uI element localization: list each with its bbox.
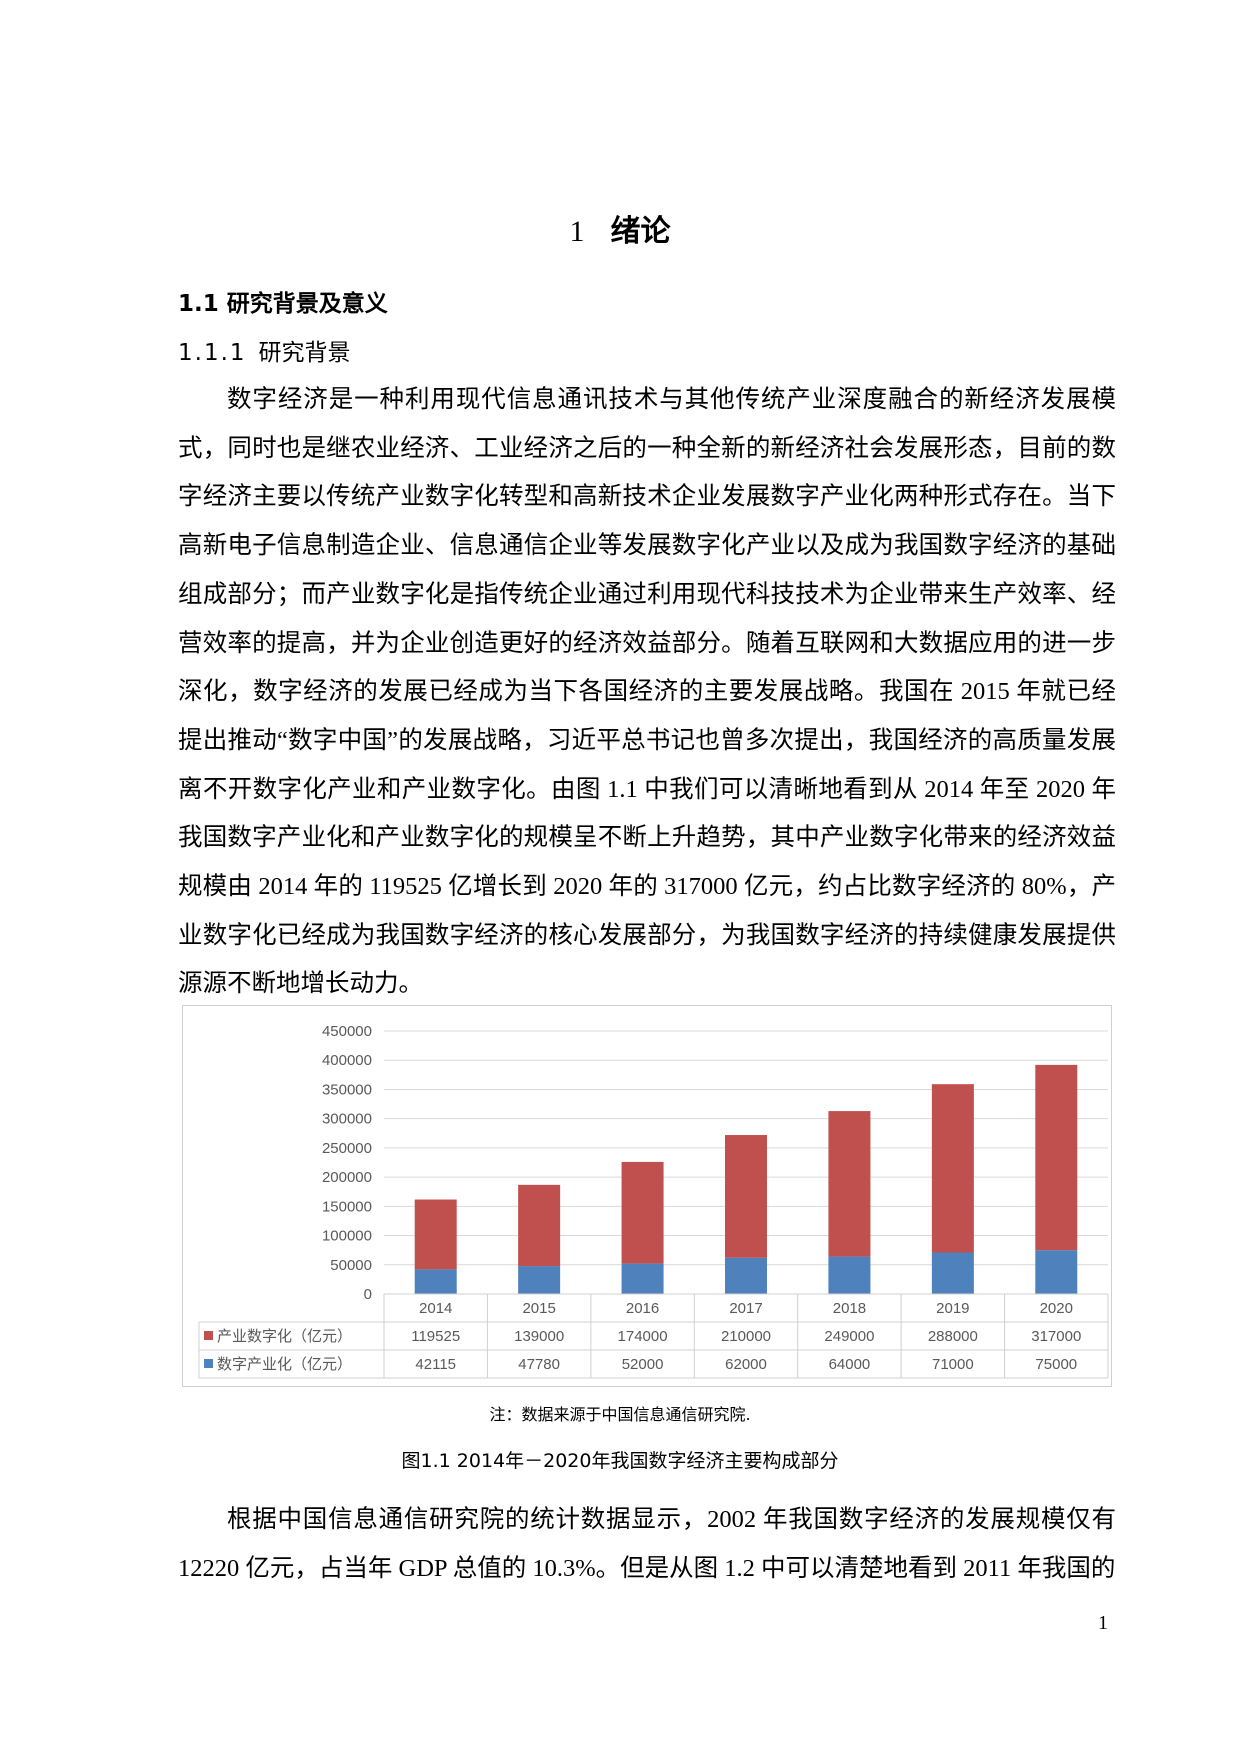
y-tick-label: 0 [364,1286,372,1303]
x-tick-label: 2015 [522,1300,555,1317]
y-tick-label: 300000 [322,1111,372,1128]
figure-note: 注：数据来源于中国信息通信研究院. [489,1405,751,1424]
legend-swatch [204,1359,213,1368]
chart-svg: 0 50000 100000 150000 200000 250000 300000 3500… [198,1023,1109,1379]
x-tick-label: 2016 [626,1300,659,1317]
legend-swatch [204,1331,213,1340]
chapter-title-text: 绪论 [610,214,671,249]
x-tick-label: 2020 [1040,1300,1073,1317]
bar-segment [1035,1064,1078,1251]
y-tick-label: 450000 [322,1023,372,1040]
data-label: 139000 [514,1328,564,1345]
data-label: 42115 [415,1356,456,1373]
y-tick-label: 200000 [322,1169,372,1186]
data-label: 119525 [411,1328,460,1345]
stacked-bar-chart: 0 50000 100000 150000 200000 250000 300000 3500… [182,1005,1112,1387]
bar-segment [621,1263,664,1294]
data-label: 71000 [932,1356,974,1373]
body-paragraph: 数字经济是一种利用现代信息通讯技术与其他传统产业深度融合的新经济发展模式，同时也… [178,386,1116,998]
data-label: 62000 [725,1356,767,1373]
chapter-title: 1 绪论 [0,206,1240,250]
data-label: 210000 [721,1328,771,1345]
bar-segment [725,1257,767,1294]
bar-segment [828,1111,871,1257]
chapter-number: 1 [569,215,585,248]
bar-segment [518,1266,561,1294]
y-tick-label: 250000 [322,1140,372,1157]
y-tick-label: 100000 [322,1228,372,1245]
x-tick-label: 2018 [833,1300,866,1317]
bar-segment [414,1199,457,1270]
legend-label: 产业数字化（亿元） [217,1327,352,1345]
data-label: 249000 [824,1328,874,1345]
section-heading: 1.1 研究背景及意义 [178,291,388,317]
data-label: 288000 [928,1328,978,1345]
y-tick-label: 400000 [322,1052,372,1069]
figure-caption: 图1.1 2014年－2020年我国数字经济主要构成部分 [401,1450,839,1472]
data-label: 317000 [1031,1328,1081,1345]
bar-segment [1035,1250,1078,1294]
data-label: 52000 [622,1356,664,1373]
x-tick-label: 2019 [936,1300,969,1317]
page-number: 1 [1098,1612,1108,1634]
bar-segment [931,1084,974,1253]
bar-segment [725,1135,767,1258]
bar-segment [518,1184,561,1267]
subsection-number: 1.1.1 [178,340,247,366]
x-tick-label: 2014 [419,1300,452,1317]
data-label: 64000 [829,1356,871,1373]
y-tick-label: 150000 [322,1198,372,1215]
data-label: 47780 [518,1356,560,1373]
y-tick-label: 50000 [330,1257,372,1274]
data-label: 75000 [1035,1356,1077,1373]
x-tick-label: 2017 [729,1300,762,1317]
bar-segment [414,1269,457,1294]
bar-segment [828,1256,871,1294]
y-tick-label: 350000 [322,1081,372,1098]
body-paragraph: 根据中国信息通信研究院的统计数据显示，2002 年我国数字经济的发展规模仅有 1… [178,1506,1116,1582]
legend-label: 数字产业化（亿元） [217,1355,352,1373]
bar-segment [931,1252,974,1294]
subsection-title: 研究背景 [258,340,351,366]
data-label: 174000 [618,1328,668,1345]
subsection-heading: 1.1.1 研究背景 [178,333,351,367]
bar-segment [621,1161,664,1264]
